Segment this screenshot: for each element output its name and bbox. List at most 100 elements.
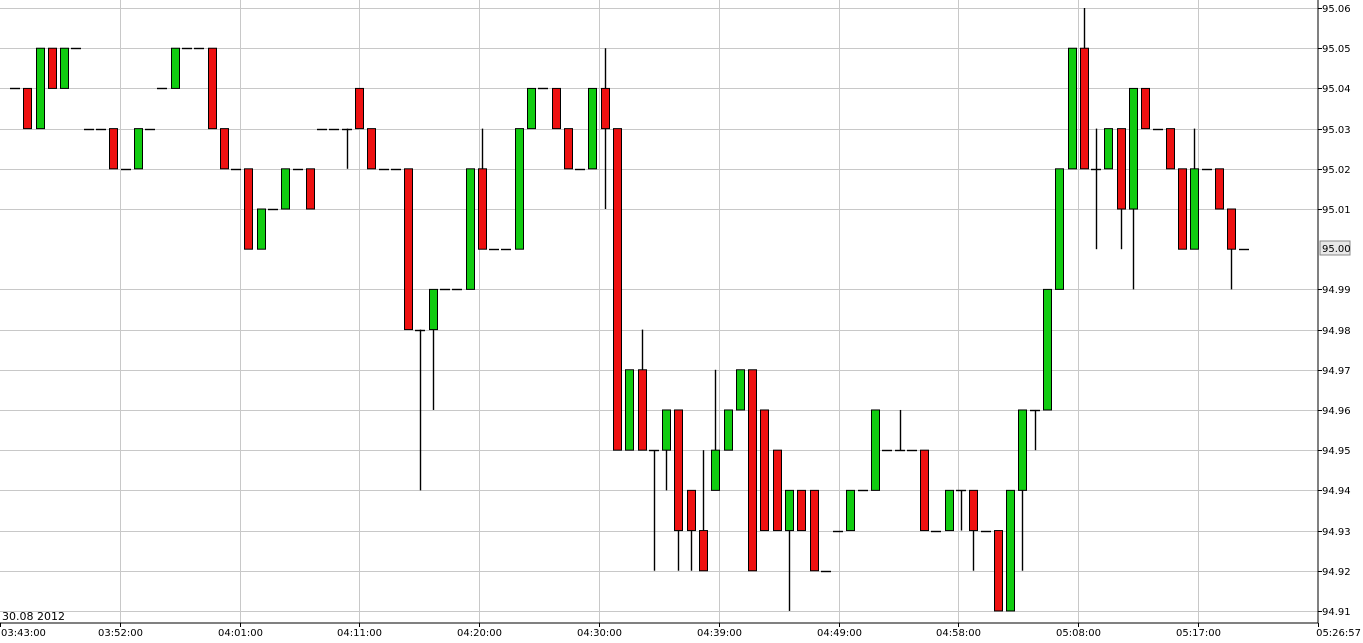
candle: [1080, 8, 1089, 170]
candle-body-down: [48, 47, 57, 89]
candle: [1227, 208, 1236, 290]
candle: [1190, 128, 1199, 250]
candle-body-down: [760, 409, 769, 532]
last-price-label: 95.00: [1322, 244, 1351, 255]
x-tick-label: 04:30:00: [577, 628, 622, 639]
candle: [527, 87, 536, 130]
candle: [920, 449, 929, 532]
candle-body-down: [367, 128, 376, 170]
candle-body-up: [466, 168, 475, 290]
candle-body-up: [429, 288, 438, 331]
x-tick-label: 04:49:00: [817, 628, 862, 639]
candle-body-down: [638, 369, 647, 451]
candle-body-down: [969, 489, 978, 532]
candle-body-up: [871, 409, 880, 491]
candle: [60, 47, 69, 89]
candle: [871, 409, 880, 491]
candle: [306, 168, 315, 210]
candle: [1117, 128, 1126, 250]
candle: [1104, 128, 1113, 170]
y-tick-label: 94.95: [1322, 446, 1351, 457]
y-tick-label: 94.99: [1322, 285, 1351, 296]
candle: [1091, 128, 1101, 250]
candle: [1006, 489, 1015, 612]
date-label: 30.08 2012: [2, 610, 65, 623]
candle: [1043, 288, 1052, 411]
candle: [478, 128, 487, 250]
x-tick-label: 04:11:00: [337, 628, 382, 639]
candle-body-up: [527, 87, 536, 130]
y-tick-label: 95.06: [1322, 4, 1351, 15]
candle: [785, 489, 794, 611]
candle: [367, 128, 376, 170]
candle-body-down: [109, 128, 118, 170]
candle-body-up: [1190, 168, 1199, 250]
candle-body-up: [134, 128, 143, 170]
candle-body-up: [515, 128, 524, 250]
candle-body-down: [552, 87, 561, 130]
candle: [415, 329, 425, 491]
candle-body-up: [1129, 87, 1138, 210]
candle: [613, 128, 622, 451]
candle-body-down: [478, 168, 487, 250]
candle-body-up: [36, 47, 45, 130]
candle-body-up: [662, 409, 671, 451]
candle: [244, 168, 253, 250]
y-tick-label: 94.94: [1322, 486, 1351, 497]
candle: [1055, 168, 1064, 290]
candle-body-down: [23, 87, 32, 130]
candle-body-down: [613, 128, 622, 451]
x-tick-label: 04:39:00: [697, 628, 742, 639]
candle: [662, 409, 671, 491]
candle-body-up: [785, 489, 794, 532]
candle: [429, 288, 438, 410]
y-tick-label: 94.91: [1322, 607, 1351, 618]
y-tick-label: 94.96: [1322, 406, 1351, 417]
y-tick-label: 95.02: [1322, 165, 1351, 176]
candle: [711, 369, 720, 491]
candle: [171, 47, 180, 89]
x-tick-label: 04:01:00: [218, 628, 263, 639]
candle-body-up: [846, 489, 855, 532]
candle-body-down: [244, 168, 253, 250]
candle-body-down: [797, 489, 806, 532]
candle: [699, 450, 708, 572]
y-tick-label: 94.93: [1322, 527, 1351, 538]
candle: [588, 87, 597, 170]
candle: [257, 208, 266, 250]
candle-body-up: [171, 47, 180, 89]
candle-body-down: [404, 168, 413, 331]
candle: [1068, 47, 1077, 170]
candle: [994, 530, 1003, 612]
candle-body-up: [1018, 409, 1027, 491]
y-axis-ticks: 95.06 95.05 95.04 95.03 95.02 95.01 94.99 94.98…: [1318, 4, 1351, 618]
candle-body-down: [1117, 128, 1126, 210]
x-tick-label: 04:58:00: [936, 628, 981, 639]
candle-body-up: [724, 409, 733, 451]
candle: [23, 87, 32, 130]
candle: [649, 449, 659, 571]
candle-body-up: [711, 449, 720, 491]
y-tick-label: 95.01: [1322, 205, 1351, 216]
candle: [625, 369, 634, 451]
candle-body-down: [220, 128, 229, 170]
candle: [564, 128, 573, 170]
candle-body-down: [687, 489, 696, 532]
last-price-marker: 95.00: [1319, 240, 1351, 256]
candle: [638, 329, 647, 451]
candle: [134, 128, 143, 170]
x-tick-label: 05:17:00: [1176, 628, 1221, 639]
y-tick-label: 95.03: [1322, 125, 1351, 136]
candle-body-up: [60, 47, 69, 89]
candle: [956, 489, 966, 531]
last-price-box: [1319, 240, 1351, 256]
candle-body-down: [810, 489, 819, 572]
candle-body-down: [1227, 208, 1236, 250]
candle: [404, 168, 413, 331]
y-tick-label: 95.04: [1322, 84, 1351, 95]
candle-body-down: [773, 449, 782, 532]
candle: [748, 369, 757, 572]
candle-body-down: [601, 87, 610, 130]
candle-body-down: [748, 369, 757, 572]
